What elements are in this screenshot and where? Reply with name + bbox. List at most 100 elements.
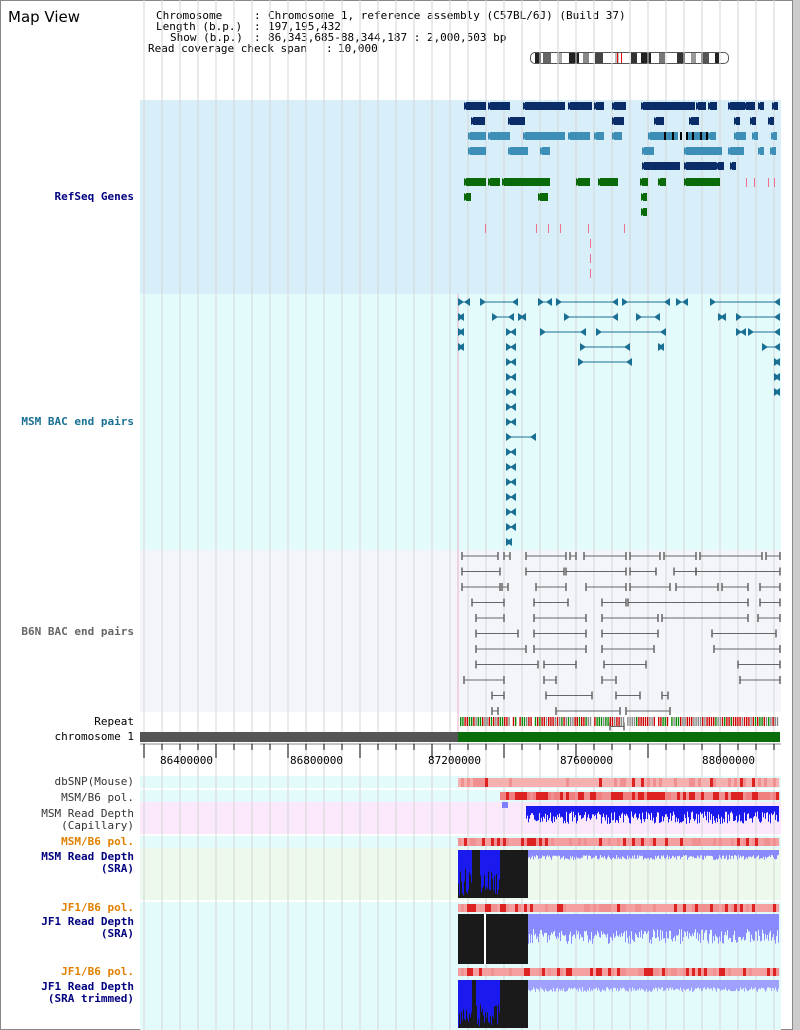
depth-bar bbox=[617, 914, 618, 936]
polymorphism-cell bbox=[572, 968, 576, 976]
depth-bar bbox=[680, 980, 681, 988]
polymorphism-cell bbox=[524, 904, 528, 912]
repeat-element bbox=[684, 717, 686, 726]
depth-bar bbox=[641, 850, 642, 856]
depth-bar bbox=[592, 914, 593, 944]
right-scrollbar[interactable] bbox=[792, 0, 800, 1030]
depth-bar bbox=[491, 850, 492, 873]
depth-bar bbox=[551, 850, 552, 860]
polymorphism-cell bbox=[722, 778, 726, 787]
gene-block bbox=[490, 102, 510, 110]
depth-bar bbox=[577, 850, 578, 859]
depth-bar bbox=[667, 914, 668, 939]
depth-bar bbox=[533, 914, 534, 930]
depth-bar bbox=[765, 850, 766, 857]
depth-bar bbox=[541, 850, 542, 858]
polymorphism-cell bbox=[602, 904, 606, 912]
depth-bar bbox=[633, 914, 634, 941]
depth-bar bbox=[688, 980, 689, 989]
depth-bar bbox=[532, 850, 533, 856]
depth-bar bbox=[530, 980, 531, 992]
gene-arrow bbox=[506, 328, 512, 336]
depth-bar bbox=[487, 850, 488, 889]
depth-bar bbox=[724, 914, 725, 935]
polymorphism-cell bbox=[716, 838, 720, 846]
repeat-element bbox=[746, 717, 748, 726]
polymorphism-cell bbox=[626, 792, 630, 800]
depth-bar bbox=[585, 914, 586, 932]
depth-bar bbox=[679, 850, 680, 856]
depth-bar bbox=[754, 980, 755, 989]
gene-block bbox=[686, 178, 720, 186]
depth-bar bbox=[597, 850, 598, 859]
depth-bar bbox=[642, 980, 643, 990]
repeat-element bbox=[510, 717, 512, 726]
polymorphism-cell bbox=[770, 904, 774, 912]
page-title: Map View bbox=[8, 8, 81, 26]
repeat-element bbox=[629, 717, 631, 726]
depth-bar bbox=[752, 980, 753, 990]
polymorphism-cell bbox=[725, 904, 729, 912]
polymorphism-cell bbox=[749, 904, 753, 912]
gene-arrow bbox=[580, 328, 586, 336]
depth-bar bbox=[701, 850, 702, 856]
depth-bar bbox=[645, 980, 646, 992]
repeat-element bbox=[732, 717, 735, 726]
depth-bar bbox=[758, 850, 759, 856]
depth-bar bbox=[706, 914, 707, 930]
depth-bar bbox=[629, 850, 630, 857]
polymorphism-cell bbox=[506, 792, 510, 800]
genome-tracks[interactable]: 86400000 86800000 87200000 87600000 88000000 bbox=[140, 0, 781, 1030]
gene-arrow bbox=[508, 147, 514, 155]
repeat-element bbox=[495, 717, 497, 726]
polymorphism-cell bbox=[674, 838, 678, 846]
depth-bar bbox=[654, 850, 655, 860]
depth-bar bbox=[661, 806, 662, 822]
depth-bar bbox=[555, 914, 556, 937]
gene-arrow bbox=[642, 162, 648, 170]
depth-bar bbox=[465, 850, 466, 869]
ideogram-band bbox=[631, 53, 637, 63]
depth-bar bbox=[543, 850, 544, 857]
depth-bar bbox=[710, 806, 711, 820]
polymorphism-cell bbox=[632, 904, 636, 912]
depth-bar bbox=[562, 980, 563, 991]
depth-bar bbox=[703, 914, 704, 940]
depth-bar bbox=[686, 850, 687, 856]
polymorphism-cell bbox=[689, 838, 693, 846]
depth-bar bbox=[641, 914, 642, 931]
polymorphism-cell bbox=[725, 778, 729, 787]
depth-bar bbox=[663, 850, 664, 856]
depth-bar bbox=[575, 806, 576, 816]
depth-bar bbox=[723, 850, 724, 856]
gene-arrow bbox=[689, 117, 695, 125]
polymorphism-cell bbox=[623, 792, 627, 800]
polymorphism-cell bbox=[485, 968, 489, 976]
depth-bar bbox=[620, 914, 621, 937]
depth-bar bbox=[624, 850, 625, 859]
polymorphism-cell bbox=[581, 904, 585, 912]
depth-bar bbox=[627, 914, 628, 938]
gene-block bbox=[473, 117, 485, 125]
polymorphism-cell bbox=[668, 968, 672, 976]
depth-bar bbox=[717, 806, 718, 823]
depth-bar bbox=[744, 850, 745, 860]
gene-arrow bbox=[508, 117, 514, 125]
polymorphism-cell bbox=[599, 792, 603, 800]
polymorphism-cell bbox=[608, 792, 612, 800]
depth-bar bbox=[700, 914, 701, 943]
polymorphism-cell bbox=[665, 904, 669, 912]
repeat-element bbox=[554, 717, 556, 726]
depth-bar bbox=[494, 980, 495, 1007]
depth-bar bbox=[559, 806, 560, 814]
depth-bar bbox=[756, 980, 757, 991]
depth-bar bbox=[737, 980, 738, 991]
depth-bar bbox=[731, 914, 732, 943]
polymorphism-cell bbox=[593, 778, 597, 787]
gene-block bbox=[525, 132, 565, 140]
polymorphism-cell bbox=[749, 968, 753, 976]
depth-bar bbox=[468, 980, 469, 1022]
depth-bar bbox=[565, 980, 566, 992]
repeat-element bbox=[559, 717, 561, 726]
depth-bar bbox=[682, 914, 683, 942]
